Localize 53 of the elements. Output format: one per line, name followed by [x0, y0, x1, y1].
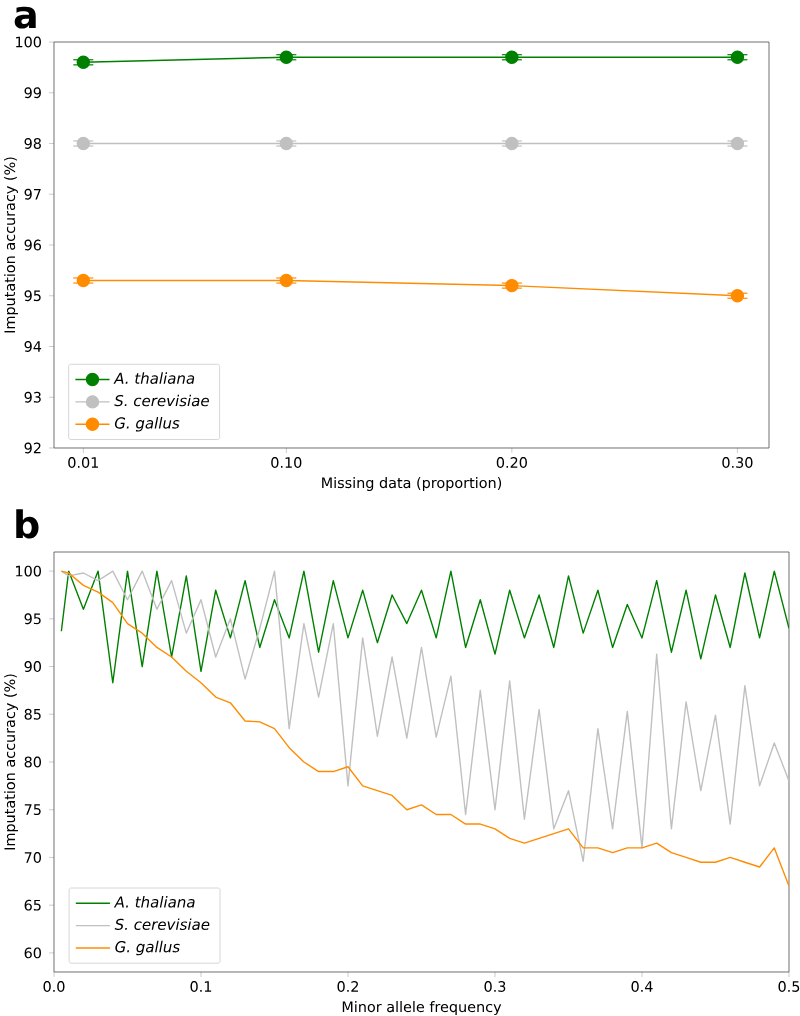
- y-tick-label: 75: [24, 804, 41, 816]
- x-tick-label: 0.1: [190, 981, 212, 992]
- y-tick-label: 92: [24, 442, 41, 454]
- y-tick-label: 94: [24, 341, 42, 352]
- y-tick-label: 90: [24, 661, 41, 672]
- x-tick-label: 0.0: [43, 981, 65, 992]
- legend-label: G. gallus: [115, 940, 180, 956]
- y-tick-label: 93: [24, 391, 41, 403]
- point: [730, 50, 745, 64]
- x-tick-label: 0.30: [722, 457, 753, 468]
- y-tick-label: 65: [24, 899, 41, 911]
- point: [76, 55, 91, 70]
- point: [279, 273, 294, 288]
- chart-title: a: [14, 6, 36, 29]
- point: [505, 50, 519, 64]
- point: [76, 273, 91, 288]
- y-tick-label: 70: [24, 852, 41, 863]
- y-tick-label: 80: [24, 756, 41, 768]
- legend-label: A. thaliana: [113, 372, 195, 384]
- x-tick-label: 0.4: [631, 981, 653, 992]
- y-tick-label: 99: [24, 87, 41, 99]
- point: [505, 278, 519, 293]
- x-axis-title: Missing data (proportion): [322, 477, 502, 491]
- y-axis-title: Imputation accuracy (%): [4, 674, 18, 850]
- legend-label: A. thaliana: [113, 896, 195, 908]
- x-tick-label: 0.3: [484, 981, 506, 992]
- x-tick-label: 0.20: [496, 457, 527, 468]
- point: [76, 136, 91, 151]
- y-tick-label: 98: [24, 138, 41, 149]
- y-tick-label: 95: [24, 290, 41, 302]
- y-tick-label: 96: [24, 239, 42, 251]
- legend-label: G. gallus: [114, 417, 180, 432]
- point: [730, 136, 745, 151]
- x-tick-label: 0.01: [68, 457, 99, 468]
- y-tick-label: 100: [16, 565, 41, 577]
- point: [505, 136, 519, 151]
- point: [279, 50, 294, 64]
- y-tick-label: 100: [16, 36, 41, 48]
- line-series: [60, 570, 789, 684]
- x-axis-title: Minor allele frequency: [342, 1001, 502, 1015]
- legend-label: S. cerevisiae: [114, 394, 209, 407]
- point: [730, 289, 745, 303]
- x-tick-label: 0.5: [778, 981, 800, 992]
- chart-title: b: [16, 509, 39, 539]
- y-tick-label: 95: [24, 613, 41, 625]
- x-tick-label: 0.2: [337, 981, 358, 992]
- x-tick-label: 0.10: [271, 457, 302, 468]
- y-axis-title: Imputation accuracy (%): [4, 157, 18, 333]
- legend-label: S. cerevisiae: [114, 918, 210, 931]
- point: [279, 136, 294, 151]
- y-tick-label: 60: [24, 947, 41, 959]
- y-tick-label: 85: [24, 708, 41, 720]
- y-tick-label: 97: [24, 188, 41, 200]
